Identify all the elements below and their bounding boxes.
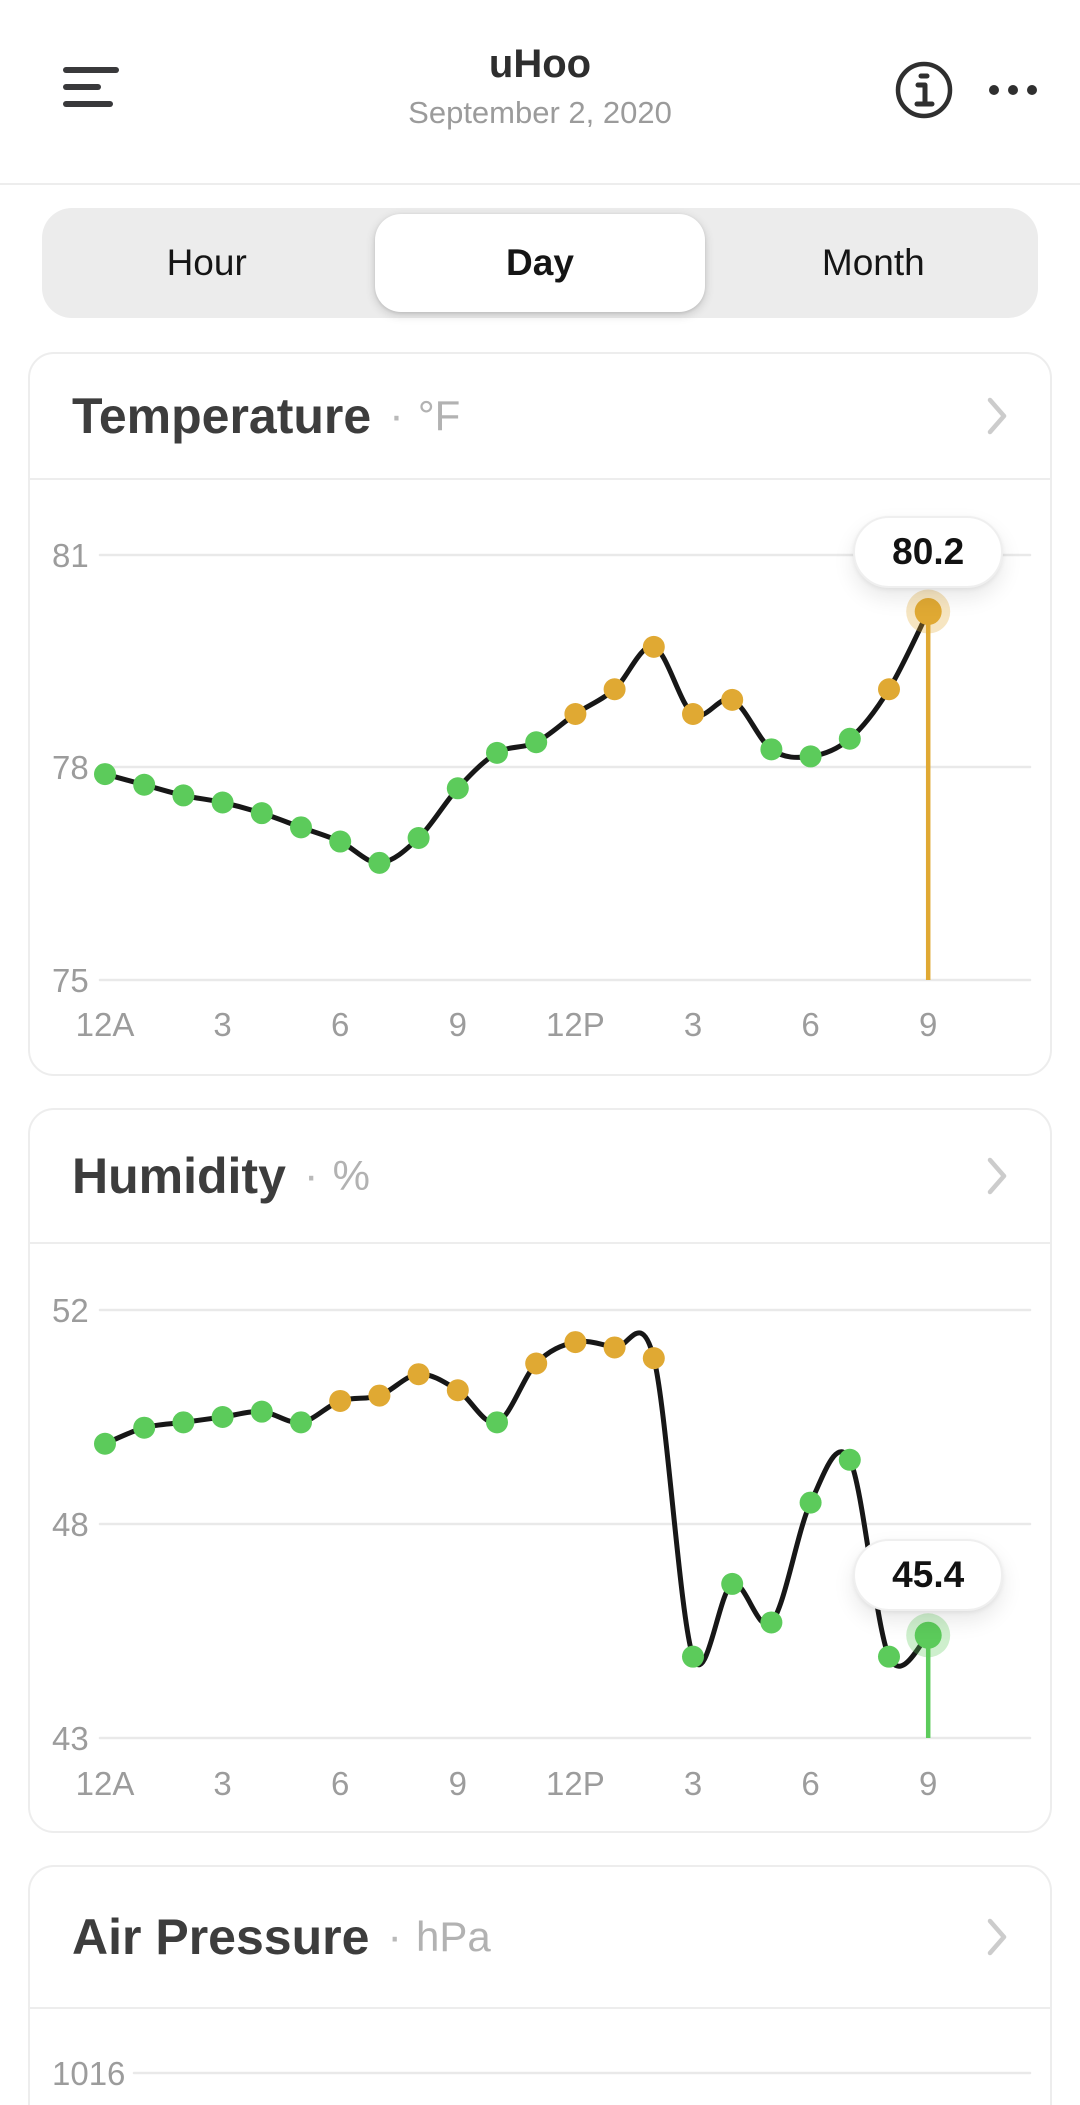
svg-text:48: 48	[52, 1506, 89, 1543]
chevron-right-icon[interactable]	[986, 1917, 1008, 1957]
title-separator: ·	[389, 391, 404, 440]
title-separator: ·	[303, 1151, 319, 1200]
svg-text:12A: 12A	[76, 1006, 135, 1043]
svg-text:12P: 12P	[546, 1006, 605, 1043]
header-actions	[892, 58, 1044, 125]
tab-hour[interactable]: Hour	[42, 214, 371, 312]
humidity-card-header[interactable]: Humidity · %	[30, 1110, 1050, 1244]
svg-text:9: 9	[919, 1765, 937, 1802]
tab-day[interactable]: Day	[375, 214, 705, 312]
temperature-card-header[interactable]: Temperature · °F	[30, 354, 1050, 480]
card-title: Air Pressure	[72, 1909, 370, 1965]
temperature-chart[interactable]: 81 78 75 12A 3 6 9 12P 3 6 9 80.2	[30, 480, 1050, 1074]
svg-text:9: 9	[449, 1006, 467, 1043]
card-title: Temperature	[72, 388, 372, 444]
svg-text:43: 43	[52, 1720, 89, 1757]
title-separator: ·	[387, 1912, 403, 1961]
svg-text:9: 9	[449, 1765, 467, 1802]
svg-text:3: 3	[213, 1006, 231, 1043]
card-unit: %	[332, 1152, 370, 1199]
svg-text:6: 6	[331, 1006, 349, 1043]
humidity-chart[interactable]: 52 48 43 12A 3 6 9 12P 3 6 9 45.4	[30, 1244, 1050, 1831]
card-unit: °F	[417, 392, 461, 439]
ellipsis-icon	[989, 85, 1037, 95]
svg-text:81: 81	[52, 537, 89, 574]
svg-text:12P: 12P	[546, 1765, 605, 1802]
info-button[interactable]	[892, 58, 956, 125]
air-pressure-card: Air Pressure · hPa 1016	[28, 1865, 1052, 2105]
svg-text:12A: 12A	[76, 1765, 135, 1802]
page-title: uHoo	[488, 42, 592, 86]
air-pressure-chart[interactable]: 1016	[30, 2009, 1050, 2105]
temperature-card: Temperature · °F 81 78 75 12A 3 6 9 12P 3 6 9 80.2	[28, 352, 1052, 1076]
chevron-right-icon[interactable]	[986, 396, 1008, 436]
svg-text:3: 3	[684, 1006, 702, 1043]
card-title: Humidity	[72, 1148, 286, 1204]
hamburger-icon	[63, 67, 119, 73]
svg-text:9: 9	[919, 1006, 937, 1043]
more-button[interactable]	[982, 78, 1044, 105]
chevron-right-icon[interactable]	[986, 1156, 1008, 1196]
app-header: uHoo September 2, 2020	[0, 0, 1080, 185]
air-pressure-card-header[interactable]: Air Pressure · hPa	[30, 1867, 1050, 2009]
svg-text:1016: 1016	[52, 2055, 125, 2092]
page-date: September 2, 2020	[408, 95, 672, 130]
header-title-block: uHoo September 2, 2020	[0, 42, 1080, 131]
tab-month[interactable]: Month	[709, 214, 1038, 312]
info-icon	[895, 61, 953, 119]
svg-text:52: 52	[52, 1292, 89, 1329]
svg-text:6: 6	[331, 1765, 349, 1802]
svg-text:78: 78	[52, 749, 89, 786]
svg-text:6: 6	[801, 1765, 819, 1802]
svg-text:75: 75	[52, 962, 89, 999]
hamburger-menu-button[interactable]	[63, 64, 121, 110]
humidity-card: Humidity · % 52 48 43 12A 3 6 9 12P 3 6 9 45.4	[28, 1108, 1052, 1833]
time-range-tabs: Hour Day Month	[42, 208, 1038, 318]
card-unit: hPa	[416, 1913, 491, 1960]
svg-text:3: 3	[684, 1765, 702, 1802]
svg-text:6: 6	[801, 1006, 819, 1043]
svg-text:3: 3	[213, 1765, 231, 1802]
temperature-value-badge: 80.2	[853, 515, 1004, 588]
cards-list: Temperature · °F 81 78 75 12A 3 6 9 12P 3 6 9 80.2…	[0, 352, 1080, 2105]
humidity-value-badge: 45.4	[853, 1539, 1004, 1612]
